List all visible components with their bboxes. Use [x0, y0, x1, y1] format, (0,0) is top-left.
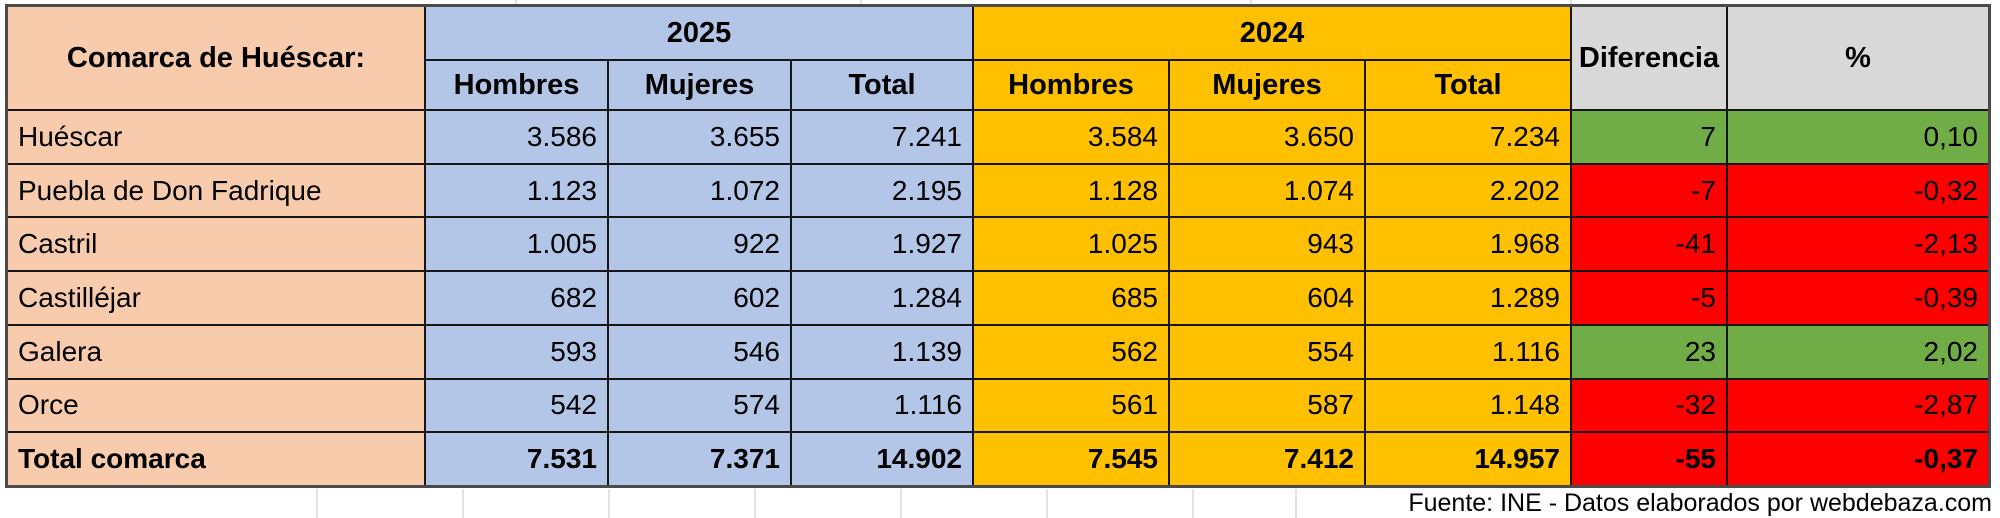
row-label-0: Huéscar: [8, 111, 424, 163]
col-header-mujeres-2024: Mujeres: [1170, 61, 1364, 109]
cell-2025-6-0: 7.531: [426, 433, 607, 485]
cell-2025-0-2: 7.241: [792, 111, 972, 163]
cell-2024-1-1: 1.074: [1170, 164, 1364, 217]
row-label-1: Puebla de Don Fadrique: [8, 164, 424, 217]
cell-2024-2-0: 1.025: [974, 218, 1168, 271]
cell-2025-5-2: 1.116: [792, 379, 972, 432]
cell-2025-1-0: 1.123: [426, 164, 607, 217]
cell-2024-1-2: 2.202: [1366, 164, 1570, 217]
percent-header: %: [1728, 7, 1988, 109]
cell-2025-6-2: 14.902: [792, 433, 972, 485]
cell-percent-4: 2,02: [1728, 325, 1988, 378]
cell-percent-0: 0,10: [1728, 111, 1988, 163]
col-header-total-2024: Total: [1366, 61, 1570, 109]
cell-diferencia-2: -41: [1572, 218, 1726, 271]
col-header-hombres-2025: Hombres: [426, 61, 607, 109]
gridline: [608, 489, 610, 518]
cell-2024-2-1: 943: [1170, 218, 1364, 271]
cell-2025-2-1: 922: [609, 218, 790, 271]
row-label-6: Total comarca: [8, 433, 424, 485]
cell-2024-5-0: 561: [974, 379, 1168, 432]
year-2024-header: 2024: [974, 7, 1570, 59]
cell-2024-0-0: 3.584: [974, 111, 1168, 163]
cell-2025-0-0: 3.586: [426, 111, 607, 163]
cell-2025-1-1: 1.072: [609, 164, 790, 217]
gridline: [1570, 0, 1572, 5]
cell-2025-5-0: 542: [426, 379, 607, 432]
row-label-3: Castilléjar: [8, 272, 424, 324]
cell-2024-4-2: 1.116: [1366, 325, 1570, 378]
cell-2024-3-0: 685: [974, 272, 1168, 324]
diferencia-header: Diferencia: [1572, 7, 1726, 109]
year-2025-header: 2025: [426, 7, 972, 59]
cell-percent-2: -2,13: [1728, 218, 1988, 271]
cell-2025-0-1: 3.655: [609, 111, 790, 163]
cell-2025-2-0: 1.005: [426, 218, 607, 271]
cell-2025-3-1: 602: [609, 272, 790, 324]
gridline: [1295, 489, 1297, 518]
cell-2025-4-1: 546: [609, 325, 790, 378]
cell-2024-5-2: 1.148: [1366, 379, 1570, 432]
cell-2024-3-1: 604: [1170, 272, 1364, 324]
cell-2024-2-2: 1.968: [1366, 218, 1570, 271]
cell-2025-5-1: 574: [609, 379, 790, 432]
gridline: [515, 0, 517, 5]
cell-2024-0-1: 3.650: [1170, 111, 1364, 163]
cell-percent-6: -0,37: [1728, 433, 1988, 485]
gridline: [900, 489, 902, 518]
cell-2024-6-1: 7.412: [1170, 433, 1364, 485]
source-note: Fuente: INE - Datos elaborados por webde…: [1402, 490, 1992, 516]
cell-diferencia-5: -32: [1572, 379, 1726, 432]
cell-2024-6-0: 7.545: [974, 433, 1168, 485]
cell-2025-3-0: 682: [426, 272, 607, 324]
gridline: [462, 489, 464, 518]
col-header-mujeres-2025: Mujeres: [609, 61, 790, 109]
cell-percent-1: -0,32: [1728, 164, 1988, 217]
gridline: [1192, 489, 1194, 518]
col-header-hombres-2024: Hombres: [974, 61, 1168, 109]
cell-2025-4-0: 593: [426, 325, 607, 378]
row-label-5: Orce: [8, 379, 424, 432]
excel-gridlines-top: [0, 0, 2000, 5]
gridline: [754, 489, 756, 518]
table-title: Comarca de Huéscar:: [8, 7, 424, 109]
cell-diferencia-1: -7: [1572, 164, 1726, 217]
cell-diferencia-0: 7: [1572, 111, 1726, 163]
cell-2025-4-2: 1.139: [792, 325, 972, 378]
population-table: Comarca de Huéscar: 2025 2024 Diferencia…: [5, 4, 1991, 488]
cell-2024-4-1: 554: [1170, 325, 1364, 378]
cell-2024-4-0: 562: [974, 325, 1168, 378]
cell-2024-3-2: 1.289: [1366, 272, 1570, 324]
cell-diferencia-3: -5: [1572, 272, 1726, 324]
row-label-2: Castril: [8, 218, 424, 271]
cell-2025-3-2: 1.284: [792, 272, 972, 324]
gridline: [1250, 0, 1252, 5]
gridline: [860, 0, 862, 5]
cell-2024-0-2: 7.234: [1366, 111, 1570, 163]
cell-2024-1-0: 1.128: [974, 164, 1168, 217]
cell-diferencia-4: 23: [1572, 325, 1726, 378]
cell-2025-6-1: 7.371: [609, 433, 790, 485]
cell-diferencia-6: -55: [1572, 433, 1726, 485]
cell-2025-1-2: 2.195: [792, 164, 972, 217]
cell-percent-3: -0,39: [1728, 272, 1988, 324]
row-label-4: Galera: [8, 325, 424, 378]
cell-2024-6-2: 14.957: [1366, 433, 1570, 485]
cell-2025-2-2: 1.927: [792, 218, 972, 271]
gridline: [316, 489, 318, 518]
col-header-total-2025: Total: [792, 61, 972, 109]
cell-percent-5: -2,87: [1728, 379, 1988, 432]
gridline: [1046, 489, 1048, 518]
cell-2024-5-1: 587: [1170, 379, 1364, 432]
